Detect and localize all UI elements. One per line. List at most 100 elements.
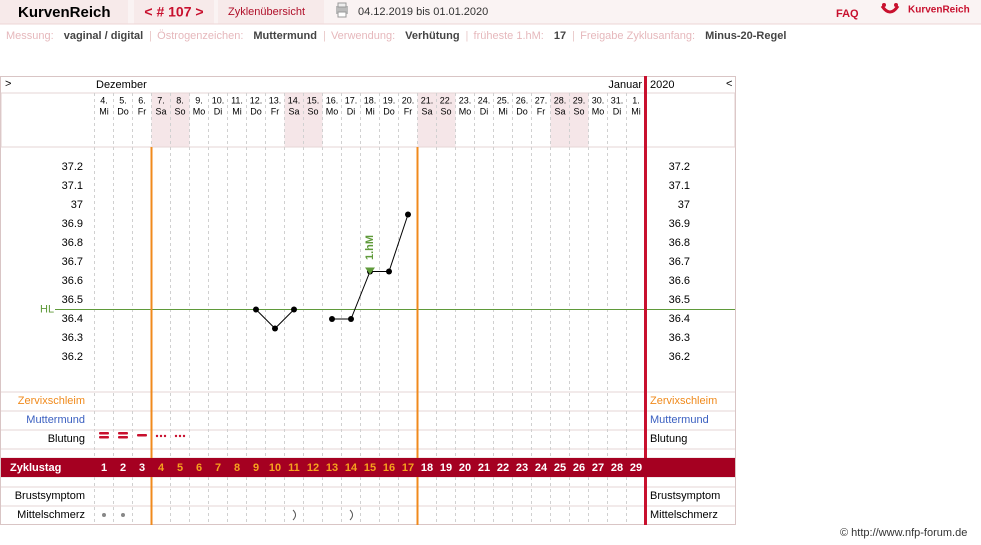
y-tick-label: 37.1 bbox=[62, 180, 83, 192]
info-label: Östrogenzeichen: bbox=[157, 30, 243, 42]
row-label: Muttermund bbox=[26, 414, 85, 426]
cycle-day: 20 bbox=[459, 462, 471, 474]
y-tick-label: 37 bbox=[71, 199, 83, 211]
cycle-nav[interactable]: < # 107 > bbox=[144, 4, 203, 20]
info-row: Messung: vaginal / digital | Östrogenzeiche… bbox=[6, 30, 786, 42]
weekday-label: Mi bbox=[365, 106, 375, 116]
weekday-label: Fr bbox=[271, 106, 280, 116]
weekend-shade bbox=[417, 93, 437, 147]
day-label: 11. bbox=[231, 95, 243, 105]
bleeding-mark bbox=[99, 436, 109, 439]
y-tick-label: 37.2 bbox=[62, 161, 83, 173]
separator: | bbox=[466, 30, 469, 42]
year-label: 2020 bbox=[650, 79, 674, 91]
day-label: 24. bbox=[478, 95, 491, 105]
cycle-day: 3 bbox=[139, 462, 145, 474]
spotting-mark bbox=[174, 434, 178, 438]
day-label: 13. bbox=[269, 95, 282, 105]
weekday-label: Mo bbox=[326, 106, 339, 116]
day-label: 23. bbox=[459, 95, 472, 105]
y-tick-label: 36.9 bbox=[62, 218, 83, 230]
weekday-label: Fr bbox=[404, 106, 413, 116]
weekday-label: Di bbox=[214, 106, 223, 116]
info-value: vaginal / digital bbox=[64, 30, 143, 42]
overview-tab bbox=[218, 0, 324, 24]
y-tick-label: 36.7 bbox=[62, 256, 83, 268]
y-tick-label: 36.3 bbox=[62, 332, 83, 344]
cycle-day: 22 bbox=[497, 462, 509, 474]
day-label: 10. bbox=[212, 95, 225, 105]
cycle-day: 28 bbox=[611, 462, 623, 474]
spotting-mark bbox=[163, 434, 167, 438]
day-label: 17. bbox=[345, 95, 358, 105]
faq-link[interactable]: FAQ bbox=[836, 8, 859, 20]
info-label: Freigabe Zyklusanfang: bbox=[580, 30, 695, 42]
separator: | bbox=[323, 30, 326, 42]
cycle-day: 18 bbox=[421, 462, 433, 474]
cover-line-label: HL bbox=[40, 303, 54, 315]
weekday-label: Sa bbox=[554, 106, 565, 116]
info-value: 17 bbox=[554, 30, 566, 42]
cycle-day: 26 bbox=[573, 462, 585, 474]
cycle-day: 14 bbox=[345, 462, 358, 474]
weekend-shade bbox=[284, 93, 304, 147]
spotting-mark bbox=[178, 434, 182, 438]
day-label: 4. bbox=[100, 95, 108, 105]
pain-mark bbox=[292, 509, 296, 521]
separator: | bbox=[149, 30, 152, 42]
day-label: 22. bbox=[440, 95, 453, 105]
month-label: Dezember bbox=[96, 79, 147, 91]
date-range: 04.12.2019 bis 01.01.2020 bbox=[358, 6, 488, 18]
chart-frame bbox=[0, 76, 736, 525]
weekday-label: Di bbox=[347, 106, 356, 116]
cycle-day: 12 bbox=[307, 462, 319, 474]
day-label: 27. bbox=[535, 95, 548, 105]
y-tick-label: 36.8 bbox=[62, 237, 83, 249]
row-label: Brustsymptom bbox=[650, 490, 720, 502]
weekday-label: Do bbox=[117, 106, 129, 116]
nav-next[interactable]: < bbox=[726, 78, 732, 90]
weekday-label: Sa bbox=[288, 106, 299, 116]
weekday-label: Mo bbox=[459, 106, 472, 116]
print-icon[interactable] bbox=[336, 2, 348, 18]
y-tick-label: 37 bbox=[678, 199, 690, 211]
cycle-day: 5 bbox=[177, 462, 183, 474]
nav-prev[interactable]: > bbox=[5, 78, 11, 90]
temperature-point bbox=[329, 316, 335, 322]
row-label: Mittelschmerz bbox=[650, 509, 718, 521]
cycle-day: 6 bbox=[196, 462, 202, 474]
row-label: Brustsymptom bbox=[15, 490, 85, 502]
y-tick-label: 36.4 bbox=[669, 313, 690, 325]
y-tick-label: 36.8 bbox=[669, 237, 690, 249]
cycle-day: 13 bbox=[326, 462, 338, 474]
y-tick-label: 36.6 bbox=[669, 275, 690, 287]
day-label: 19. bbox=[383, 95, 396, 105]
weekend-shade bbox=[550, 93, 570, 147]
weekend-shade bbox=[569, 93, 589, 147]
day-label: 25. bbox=[497, 95, 510, 105]
y-tick-label: 36.9 bbox=[669, 218, 690, 230]
app-name[interactable]: KurvenReich bbox=[18, 4, 111, 21]
day-label: 31. bbox=[611, 95, 624, 105]
pain-dot bbox=[102, 513, 106, 517]
cycle-day: 2 bbox=[120, 462, 126, 474]
info-value: Verhütung bbox=[405, 30, 459, 42]
temperature-point bbox=[253, 306, 259, 313]
info-label: früheste 1.hM: bbox=[474, 30, 544, 42]
logo-text: KurvenReich bbox=[908, 5, 970, 16]
day-label: 28. bbox=[554, 95, 567, 105]
temperature-point bbox=[386, 268, 392, 275]
weekday-label: Mi bbox=[631, 106, 641, 116]
weekday-label: So bbox=[440, 106, 451, 116]
spotting-mark bbox=[159, 434, 163, 438]
weekday-label: Mo bbox=[592, 106, 605, 116]
weekday-label: So bbox=[573, 106, 584, 116]
hm-label: 1.hM bbox=[364, 235, 376, 260]
separator: | bbox=[572, 30, 575, 42]
weekday-label: Di bbox=[480, 106, 489, 116]
bleeding-mark bbox=[137, 434, 147, 437]
day-label: 20. bbox=[402, 95, 415, 105]
spotting-mark bbox=[155, 434, 159, 438]
row-label: Zervixschleim bbox=[650, 395, 717, 407]
overview-link[interactable]: Zyklenübersicht bbox=[228, 6, 305, 18]
